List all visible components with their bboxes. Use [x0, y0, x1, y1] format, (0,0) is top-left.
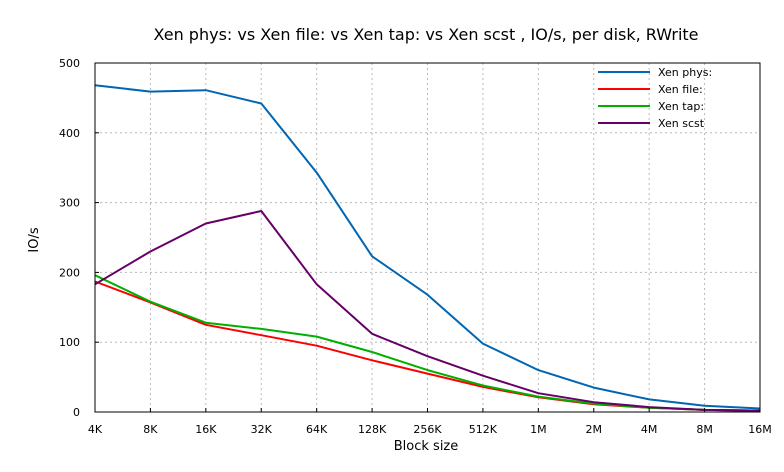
- legend-label-2: Xen tap:: [658, 100, 704, 113]
- y-tick-label-0: 0: [73, 406, 80, 419]
- y-tick-label-3: 300: [59, 197, 80, 210]
- y-axis-label: IO/s: [27, 227, 42, 252]
- y-tick-label-4: 400: [59, 127, 80, 140]
- x-tick-label-11: 8M: [696, 423, 713, 436]
- grid-lines: [95, 63, 760, 412]
- tick-labels: 4K 8K 16K 32K 64K 128K 256K 512K 1M 2M 4M 8M 16M 0 100…: [59, 57, 772, 436]
- plot-series: [94, 84, 761, 412]
- x-tick-label-5: 128K: [358, 423, 387, 436]
- x-tick-label-4: 64K: [306, 423, 328, 436]
- x-tick-label-8: 1M: [530, 423, 547, 436]
- y-tick-label-5: 500: [59, 57, 80, 70]
- legend: Xen phys: Xen file: Xen tap: Xen scst: [598, 66, 712, 130]
- x-tick-label-9: 2M: [586, 423, 603, 436]
- x-tick-label-0: 4K: [88, 423, 103, 436]
- x-tick-label-6: 256K: [413, 423, 442, 436]
- y-tick-label-1: 100: [59, 336, 80, 349]
- chart-title: Xen phys: vs Xen file: vs Xen tap: vs Xe…: [153, 25, 698, 44]
- x-tick-label-1: 8K: [143, 423, 158, 436]
- x-axis-label: Block size: [394, 439, 459, 454]
- legend-label-1: Xen file:: [658, 83, 703, 96]
- x-tick-label-3: 32K: [251, 423, 273, 436]
- legend-label-3: Xen scst: [658, 117, 705, 130]
- x-tick-label-10: 4M: [641, 423, 658, 436]
- series-line-0: [94, 84, 761, 410]
- legend-label-0: Xen phys:: [658, 66, 712, 79]
- series-line-3: [94, 210, 761, 412]
- x-tick-label-2: 16K: [195, 423, 217, 436]
- x-tick-label-12: 16M: [748, 423, 772, 436]
- x-tick-label-7: 512K: [469, 423, 498, 436]
- y-tick-label-2: 200: [59, 266, 80, 279]
